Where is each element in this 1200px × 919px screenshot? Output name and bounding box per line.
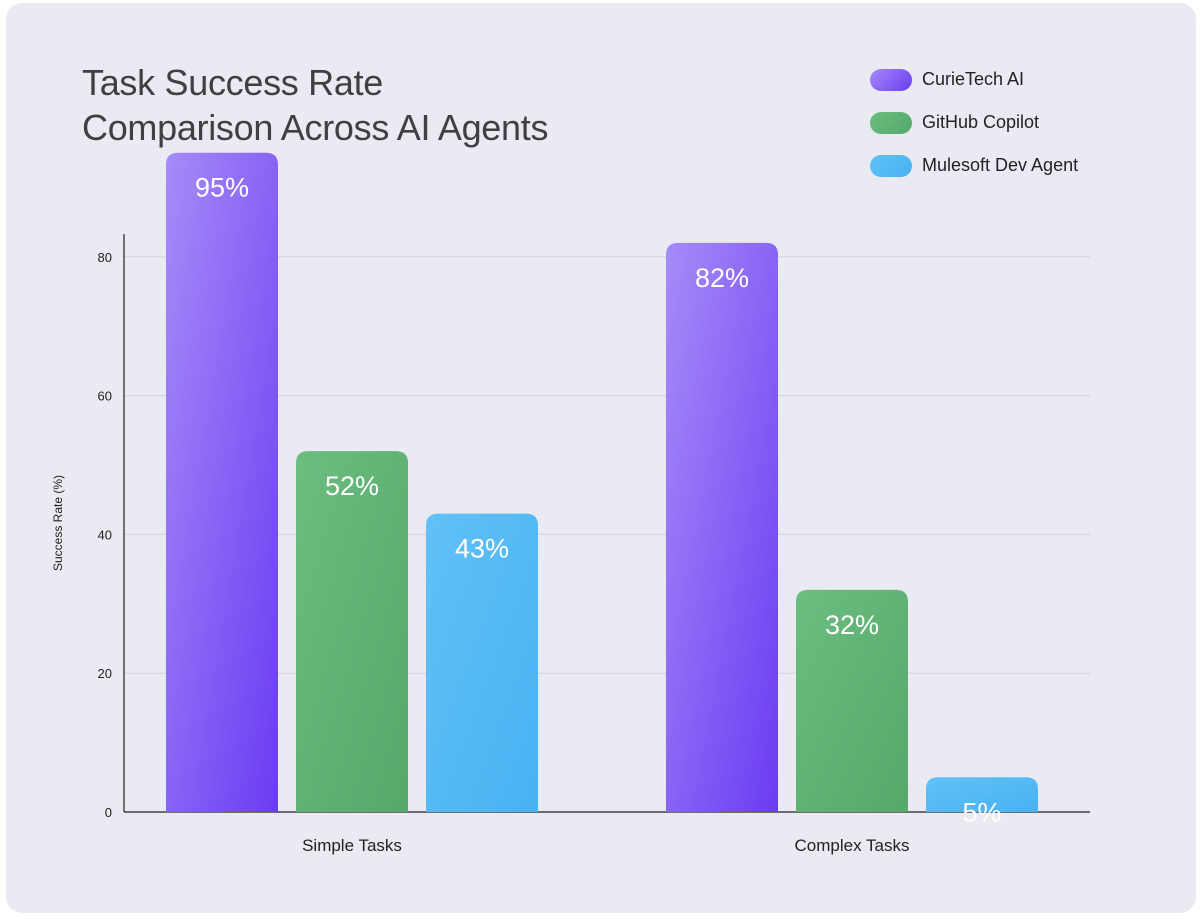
legend: CurieTech AI GitHub Copilot Mulesoft Dev…	[870, 58, 1170, 187]
bar-label-mulesoft-dev-agent-complex-tasks: 5%	[962, 797, 1001, 827]
bar-mulesoft-dev-agent-complex-tasks	[926, 777, 1038, 812]
legend-label-mulesoft: Mulesoft Dev Agent	[922, 155, 1079, 175]
legend-item-github-copilot: GitHub Copilot	[870, 101, 1170, 144]
chart-title-line-2: Comparison Across AI Agents	[82, 107, 549, 148]
y-tick-label-0: 0	[105, 805, 112, 820]
bar-label-curietech-ai-complex-tasks: 82%	[695, 263, 749, 293]
legend-swatch-mulesoft	[870, 154, 912, 177]
bar-label-github-copilot-simple-tasks: 52%	[325, 471, 379, 501]
y-tick-label-20: 20	[98, 666, 112, 681]
bar-label-curietech-ai-simple-tasks: 95%	[195, 173, 249, 203]
legend-item-curietech: CurieTech AI	[870, 58, 1170, 101]
legend-item-mulesoft: Mulesoft Dev Agent	[870, 144, 1170, 187]
bar-mulesoft-dev-agent-simple-tasks	[426, 513, 538, 812]
bar-curietech-ai-complex-tasks	[666, 242, 778, 813]
y-tick-label-40: 40	[98, 527, 112, 542]
x-category-label-complex-tasks: Complex Tasks	[795, 836, 910, 855]
legend-label-curietech: CurieTech AI	[922, 69, 1025, 89]
y-tick-label-80: 80	[98, 250, 112, 265]
legend-swatch-curietech	[870, 68, 912, 91]
legend-label-github-copilot: GitHub Copilot	[922, 112, 1040, 132]
y-axis-title: Success Rate (%)	[51, 475, 65, 571]
legend-swatch-github-copilot	[870, 111, 912, 134]
bar-github-copilot-complex-tasks	[796, 589, 908, 812]
chart-title-line-1: Task Success Rate	[82, 62, 384, 103]
bar-curietech-ai-simple-tasks	[166, 152, 278, 812]
y-tick-label-60: 60	[98, 389, 112, 404]
bar-github-copilot-simple-tasks	[296, 451, 408, 812]
bar-label-mulesoft-dev-agent-simple-tasks: 43%	[455, 534, 509, 564]
bar-label-github-copilot-complex-tasks: 32%	[825, 610, 879, 640]
x-category-label-simple-tasks: Simple Tasks	[302, 836, 402, 855]
chart-title: Task Success Rate Comparison Across AI A…	[82, 60, 548, 150]
